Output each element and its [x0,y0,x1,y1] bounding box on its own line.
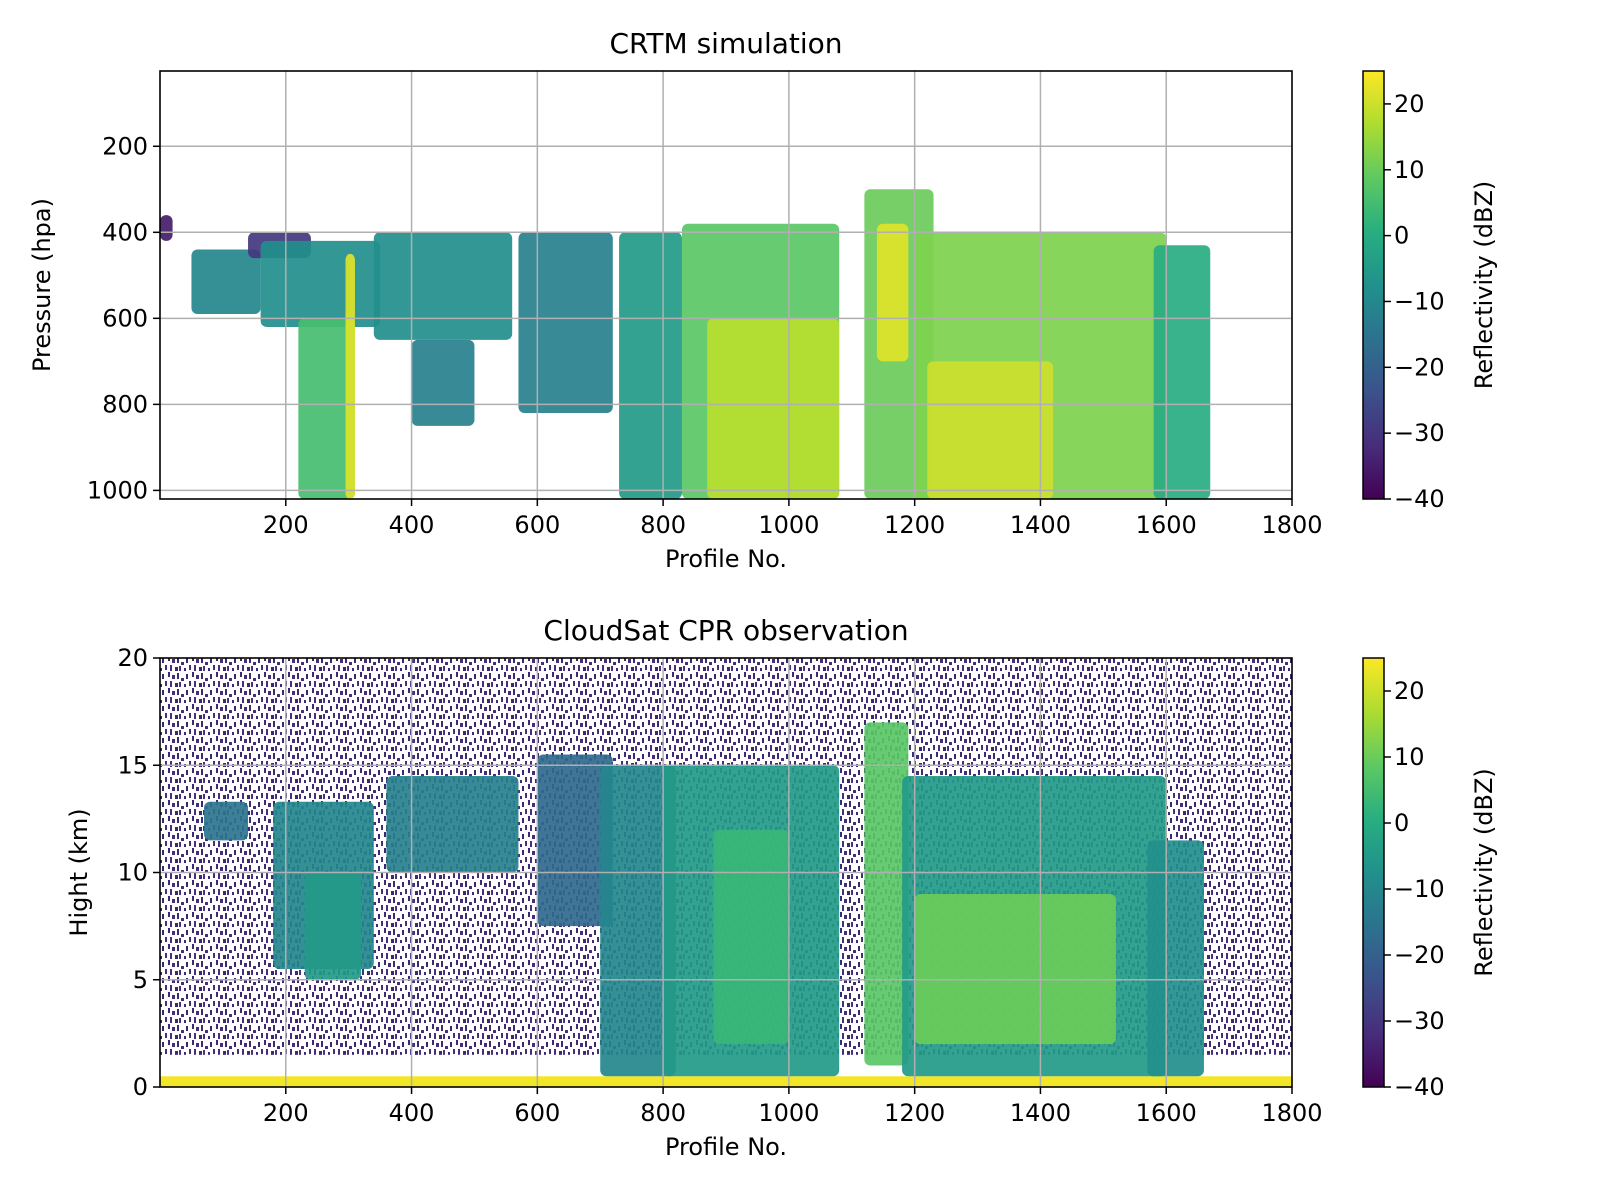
x-tick-label: 1400 [1010,1099,1071,1127]
x-axis-label: Profile No. [665,1133,787,1161]
colorbar-tick-label: −20 [1394,941,1445,969]
x-tick-label: 600 [514,511,560,539]
x-tick-label: 1600 [1136,1099,1197,1127]
colorbar-tick-label: −10 [1394,287,1445,315]
y-axis-label: Pressure (hpa) [28,198,56,372]
chart-title: CloudSat CPR observation [543,614,908,647]
chart-title: CRTM simulation [609,27,842,60]
colorbar [1362,70,1385,500]
x-tick-label: 1800 [1261,1099,1322,1127]
colorbar-tick-label: −30 [1394,1007,1445,1035]
colorbar [1362,657,1385,1088]
y-axis-label: Hight (km) [65,808,93,936]
y-tick-label: 400 [102,218,148,246]
x-tick-label: 1400 [1010,511,1071,539]
grid [160,658,1292,1087]
surface-layer [160,1076,1292,1087]
x-tick-label: 800 [640,511,686,539]
y-tick-label: 800 [102,390,148,418]
colorbar-tick-label: 10 [1394,743,1425,771]
colorbar-tick-label: 0 [1394,809,1409,837]
cloud-region [160,215,173,241]
cloud-region [619,232,682,499]
x-tick-label: 1200 [884,1099,945,1127]
x-tick-label: 1000 [758,1099,819,1127]
x-tick-label: 200 [263,511,309,539]
colorbar-tick-label: 10 [1394,156,1425,184]
colorbar-tick-label: −10 [1394,875,1445,903]
colorbar-tick-label: −40 [1394,485,1445,513]
cloud-region [1153,245,1211,499]
y-tick-label: 20 [117,644,148,672]
cloud-region [864,722,909,1066]
cloud-region [876,223,909,362]
cloud-region [411,339,475,426]
panel-crtm-simulation: 200 400 600 800 1000 1200 1400 1600 180020040060… [28,27,1498,573]
colorbar-label: Reflectivity (dBZ) [1470,768,1498,977]
y-tick-label: 5 [133,966,148,994]
x-tick-label: 1600 [1136,511,1197,539]
colorbar-tick-label: 20 [1394,677,1425,705]
colorbar-tick-label: 0 [1394,222,1409,250]
cloud-region [191,249,261,315]
x-tick-label: 400 [389,1099,435,1127]
cloud-region [373,232,513,340]
y-tick-label: 200 [102,132,148,160]
y-tick-label: 1000 [87,476,148,504]
x-tick-label: 1000 [758,511,819,539]
x-tick-label: 600 [514,1099,560,1127]
cloud-region [707,318,840,499]
cloud-region [713,829,789,1045]
cloud-region [1147,840,1204,1077]
x-tick-label: 1200 [884,511,945,539]
cloud-region [537,754,613,927]
x-tick-label: 800 [640,1099,686,1127]
cloud-region [600,765,676,1077]
colorbar-tick-label: −40 [1394,1073,1445,1101]
x-axis-label: Profile No. [665,545,787,573]
cloud-region [345,253,355,499]
x-tick-label: 200 [263,1099,309,1127]
colorbar-label: Reflectivity (dBZ) [1470,181,1498,390]
colorbar-tick-label: 20 [1394,90,1425,118]
cloud-region [260,240,381,327]
x-tick-label: 1800 [1261,511,1322,539]
cloud-region [386,775,519,873]
y-tick-label: 600 [102,304,148,332]
colorbar-tick-label: −30 [1394,419,1445,447]
colorbar-tick-label: −20 [1394,353,1445,381]
plot-area [160,658,1292,1087]
cloud-region [304,872,362,980]
axes-frame [159,70,1293,500]
cloud-region [204,801,249,841]
cloud-region [914,893,1116,1045]
y-tick-label: 10 [117,859,148,887]
cloud-region [927,361,1054,499]
cloud-region [298,318,355,499]
y-tick-label: 0 [133,1073,148,1101]
cloud-region [518,232,613,413]
plot-area [160,189,1211,499]
panel-cloudsat-observation: 200 400 600 800 1000 1200 1400 1600 180005101520… [65,614,1498,1161]
grid [160,71,1292,499]
x-tick-label: 400 [389,511,435,539]
y-tick-label: 15 [117,751,148,779]
